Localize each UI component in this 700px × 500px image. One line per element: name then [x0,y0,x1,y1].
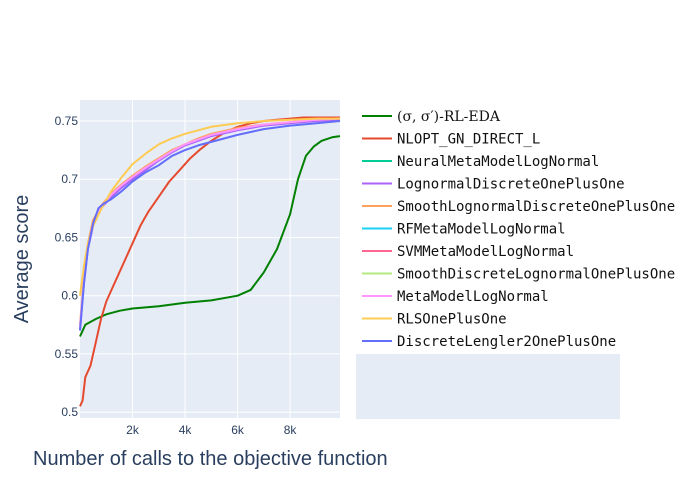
legend-item: LognormalDiscreteOnePlusOne [362,177,625,193]
x-axis-title: Number of calls to the objective functio… [33,448,388,470]
y-tick-label: 0.5 [61,405,78,419]
series-lines [79,116,341,407]
legend-label: MetaModelLogNormal [397,289,549,305]
legend-item: SVMMetaModelLogNormal [362,244,574,260]
legend-label: DiscreteLengler2OnePlusOne [397,334,616,350]
legend-label: RFMetaModelLogNormal [397,222,566,238]
y-axis-title: Average score [11,195,33,324]
x-tick-label: 6k [231,423,245,437]
legend-item: DiscreteLengler2OnePlusOne [362,334,616,350]
legend-label: NeuralMetaModelLogNormal [397,154,599,170]
legend-label: SmoothDiscreteLognormalOnePlusOne [397,267,675,283]
legend-item: SmoothDiscreteLognormalOnePlusOne [362,267,675,283]
legend-item: MetaModelLogNormal [362,289,549,305]
legend-label: SVMMetaModelLogNormal [397,244,574,260]
series-line [79,120,341,331]
legend-label: (σ, σ′)-RL-EDA [397,109,501,125]
legend-label: SmoothLognormalDiscreteOnePlusOne [397,199,675,215]
legend-item: SmoothLognormalDiscreteOnePlusOne [362,199,675,215]
plot-background [80,100,340,418]
legend-item: NeuralMetaModelLogNormal [362,154,599,170]
legend-item: RFMetaModelLogNormal [362,222,566,238]
legend-item: RLSOnePlusOne [362,312,507,328]
y-tick-label: 0.6 [61,289,78,303]
y-tick-label: 0.75 [55,114,79,128]
x-tick-label: 2k [126,423,140,437]
x-tick-label: 8k [284,423,298,437]
series-line [79,135,341,337]
legend-label: NLOPT_GN_DIRECT_L [397,132,540,148]
y-tick-label: 0.55 [55,347,79,361]
legend-entries-background [356,101,700,354]
y-tick-label: 0.7 [61,172,78,186]
y-axis-ticks: 0.5 0.55 0.6 0.65 0.7 0.75 [55,114,79,419]
x-axis-ticks: 2k 4k 6k 8k [126,423,297,437]
y-tick-label: 0.65 [55,230,79,244]
legend: (σ, σ′)-RL-EDA NLOPT_GN_DIRECT_L NeuralMet… [362,109,675,350]
legend-label: RLSOnePlusOne [397,312,507,328]
x-tick-label: 4k [179,423,193,437]
legend-label: LognormalDiscreteOnePlusOne [397,177,625,193]
legend-item: (σ, σ′)-RL-EDA [362,109,501,125]
legend-item: NLOPT_GN_DIRECT_L [362,132,540,148]
